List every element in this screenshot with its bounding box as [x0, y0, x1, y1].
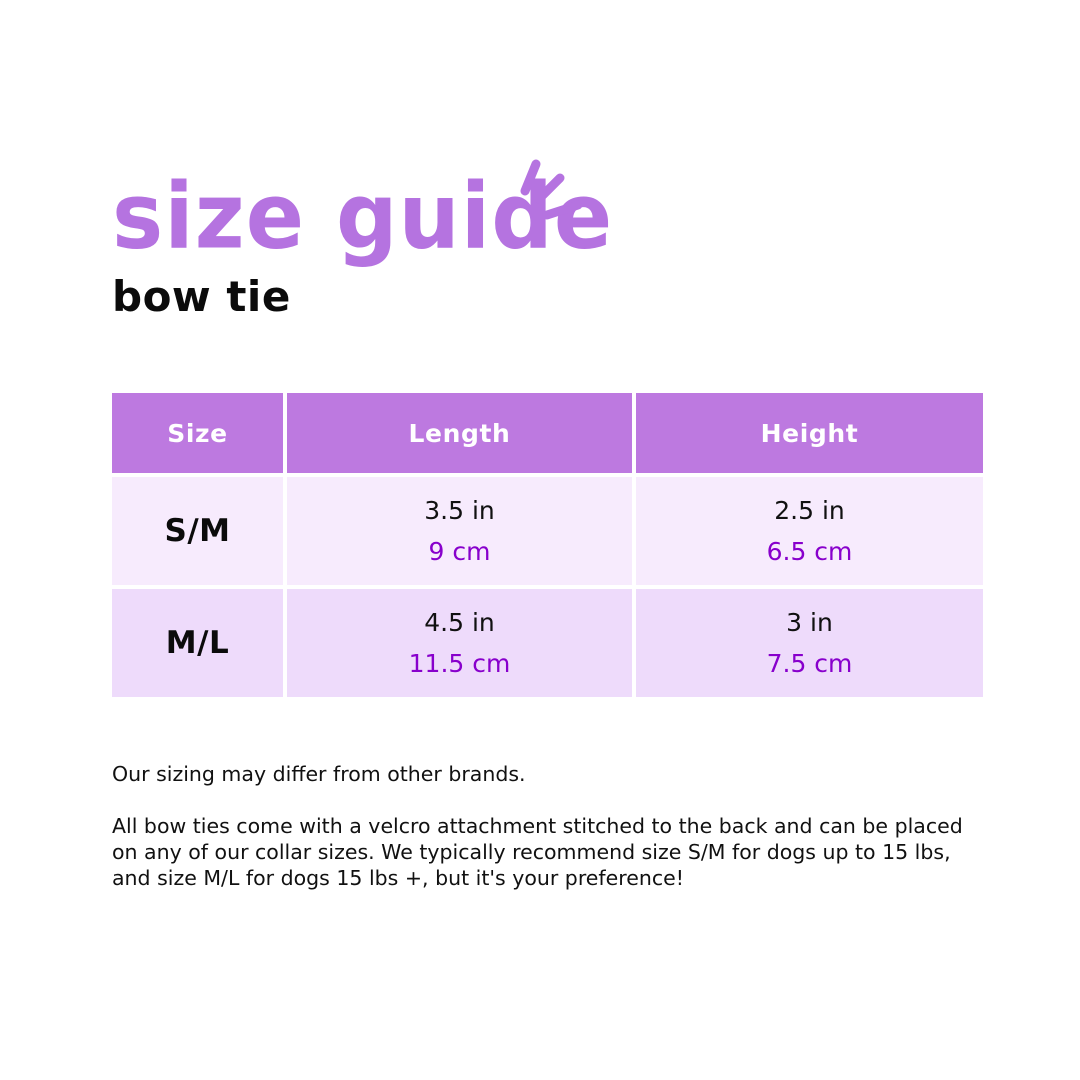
height-cm-value: 6.5 cm [766, 536, 853, 566]
header-label-height: Height [760, 418, 859, 448]
page-subtitle: bow tie [112, 272, 291, 321]
cell-length-sm: 3.5 in 9 cm [287, 477, 632, 585]
table-row: M/L 4.5 in 11.5 cm 3 in 7.5 cm [112, 589, 983, 697]
cell-height-ml: 3 in 7.5 cm [636, 589, 983, 697]
note-paragraph-1: Our sizing may differ from other brands. [112, 762, 526, 786]
cell-length-ml: 4.5 in 11.5 cm [287, 589, 632, 697]
length-cm-value: 11.5 cm [408, 648, 511, 678]
height-inches-value: 3 in [786, 607, 833, 637]
table-row: S/M 3.5 in 9 cm 2.5 in 6.5 cm [112, 477, 983, 585]
header-cell-length: Length [287, 393, 632, 473]
page-title: size guide [112, 163, 614, 270]
length-cm-value: 9 cm [428, 536, 491, 566]
cell-height-sm: 2.5 in 6.5 cm [636, 477, 983, 585]
size-label: S/M [164, 513, 231, 549]
note-paragraph-2: All bow ties come with a velcro attachme… [112, 814, 963, 890]
height-cm-value: 7.5 cm [766, 648, 853, 678]
size-table: Size Length Height S/M 3.5 in 9 cm 2.5 i… [112, 393, 983, 697]
size-label: M/L [165, 625, 230, 661]
header-label-size: Size [167, 418, 228, 448]
height-inches-value: 2.5 in [774, 495, 845, 525]
length-inches-value: 3.5 in [424, 495, 495, 525]
title-row: size guide [112, 159, 613, 268]
header-label-length: Length [408, 418, 511, 448]
title-block: size guide bow tie [112, 159, 712, 322]
header-cell-size: Size [112, 393, 283, 473]
cell-size-ml: M/L [112, 589, 283, 697]
note-spacer [112, 787, 984, 813]
length-inches-value: 4.5 in [424, 607, 495, 637]
table-header-row: Size Length Height [112, 393, 983, 473]
header-cell-height: Height [636, 393, 983, 473]
notes-section: Our sizing may differ from other brands.… [112, 761, 984, 891]
cell-size-sm: S/M [112, 477, 283, 585]
